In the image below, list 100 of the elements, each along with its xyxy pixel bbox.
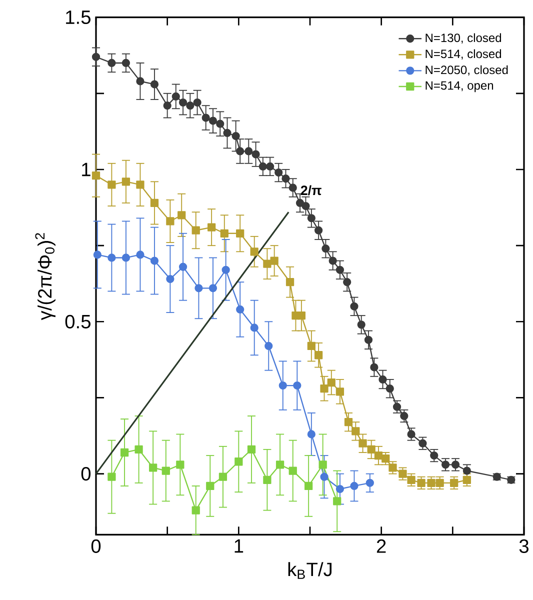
point xyxy=(407,476,416,484)
y-tick-label: 1.5 xyxy=(66,10,90,24)
point xyxy=(207,223,216,232)
point xyxy=(93,250,102,259)
point xyxy=(236,229,244,238)
x-tick-label: 2 xyxy=(376,539,386,553)
point xyxy=(186,102,194,110)
point xyxy=(400,412,408,420)
point xyxy=(301,202,310,210)
point xyxy=(258,162,267,171)
point xyxy=(216,120,224,128)
point xyxy=(92,172,100,180)
point xyxy=(136,77,144,86)
point xyxy=(462,476,471,484)
point xyxy=(250,324,258,332)
point xyxy=(398,470,407,478)
point xyxy=(222,266,230,274)
point xyxy=(178,98,187,107)
point xyxy=(417,478,426,487)
point xyxy=(162,466,170,475)
point xyxy=(150,256,158,265)
point xyxy=(163,102,172,110)
point xyxy=(462,466,471,475)
point xyxy=(336,484,344,494)
point xyxy=(250,248,258,256)
point xyxy=(120,448,128,457)
point xyxy=(314,226,322,234)
point xyxy=(264,342,273,350)
point xyxy=(386,384,394,393)
y-tick-label: 1 xyxy=(82,162,90,176)
point xyxy=(107,58,116,68)
point xyxy=(350,302,358,310)
point xyxy=(307,430,316,438)
point xyxy=(107,254,116,262)
point xyxy=(122,178,130,186)
point xyxy=(134,445,143,454)
legend-label: N=2050, closed xyxy=(426,65,508,76)
x-tick-label: 0 xyxy=(91,539,100,553)
point xyxy=(388,464,397,472)
point xyxy=(172,92,180,101)
point xyxy=(327,378,336,387)
point xyxy=(320,472,328,481)
point xyxy=(430,451,438,460)
point xyxy=(270,256,278,265)
point xyxy=(307,214,316,222)
point xyxy=(276,460,284,469)
point xyxy=(150,198,158,208)
point xyxy=(282,174,290,183)
point xyxy=(336,388,344,396)
point xyxy=(350,482,358,490)
annotation: 2/π xyxy=(300,185,322,196)
point xyxy=(266,162,274,171)
point xyxy=(304,482,312,490)
point xyxy=(297,311,306,320)
point xyxy=(236,305,244,314)
point xyxy=(407,430,416,438)
point xyxy=(321,244,330,253)
point xyxy=(247,445,256,454)
point xyxy=(427,478,436,487)
point xyxy=(450,478,458,487)
point xyxy=(436,478,444,487)
point xyxy=(262,260,272,268)
point xyxy=(320,384,328,393)
point xyxy=(370,363,378,372)
point xyxy=(441,460,450,469)
point xyxy=(148,464,157,472)
point xyxy=(220,229,228,238)
point xyxy=(192,226,200,234)
point xyxy=(136,180,144,189)
point xyxy=(278,381,287,390)
point xyxy=(166,217,174,226)
point xyxy=(332,497,342,506)
point xyxy=(232,132,240,140)
point xyxy=(286,278,294,286)
point xyxy=(378,375,387,384)
point xyxy=(177,211,186,220)
point xyxy=(351,427,360,436)
point xyxy=(288,466,297,475)
point xyxy=(218,472,227,481)
point xyxy=(336,266,344,274)
point xyxy=(234,458,243,466)
point xyxy=(208,284,217,292)
point xyxy=(166,274,174,284)
point xyxy=(342,278,351,286)
point xyxy=(392,402,401,411)
point xyxy=(318,460,327,469)
x-tick-label: 3 xyxy=(519,539,528,553)
point xyxy=(178,262,187,271)
y-axis-title: γ/(2π/Φ$_{0}$)$^{2}$ xyxy=(35,233,56,320)
point xyxy=(451,460,460,469)
point xyxy=(223,128,232,138)
point xyxy=(150,80,158,88)
point xyxy=(344,418,352,426)
point xyxy=(262,476,272,484)
y-tick-label: 0.5 xyxy=(65,314,90,328)
point xyxy=(307,342,316,350)
point xyxy=(136,250,144,259)
point xyxy=(296,198,304,208)
point xyxy=(292,381,302,390)
point xyxy=(202,114,210,122)
